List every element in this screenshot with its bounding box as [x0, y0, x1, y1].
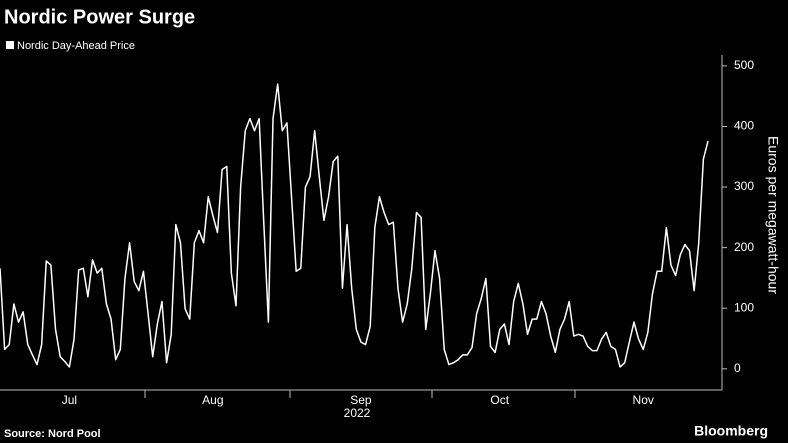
x-tick-label: Sep — [350, 393, 372, 407]
x-axis-title: 2022 — [344, 406, 371, 420]
y-tick-label: 200 — [734, 240, 754, 254]
y-tick-label: 500 — [734, 58, 754, 72]
x-tick-label: Nov — [633, 393, 654, 407]
brand: Bloomberg — [694, 423, 768, 439]
y-tick-label: 100 — [734, 300, 754, 314]
x-tick-label: Oct — [490, 393, 509, 407]
chart-title: Nordic Power Surge — [4, 6, 195, 28]
source: Source: Nord Pool — [4, 428, 101, 440]
y-tick-label: 400 — [734, 119, 754, 133]
legend-swatch — [6, 41, 14, 49]
y-tick-label: 300 — [734, 179, 754, 193]
x-tick-label: Jul — [62, 393, 77, 407]
x-tick-label: Aug — [202, 393, 223, 407]
price-line — [0, 83, 709, 368]
y-tick-label: 0 — [734, 361, 741, 375]
legend-label: Nordic Day-Ahead Price — [17, 40, 135, 52]
y-axis-title: Euros per megawatt-hour — [765, 136, 781, 294]
